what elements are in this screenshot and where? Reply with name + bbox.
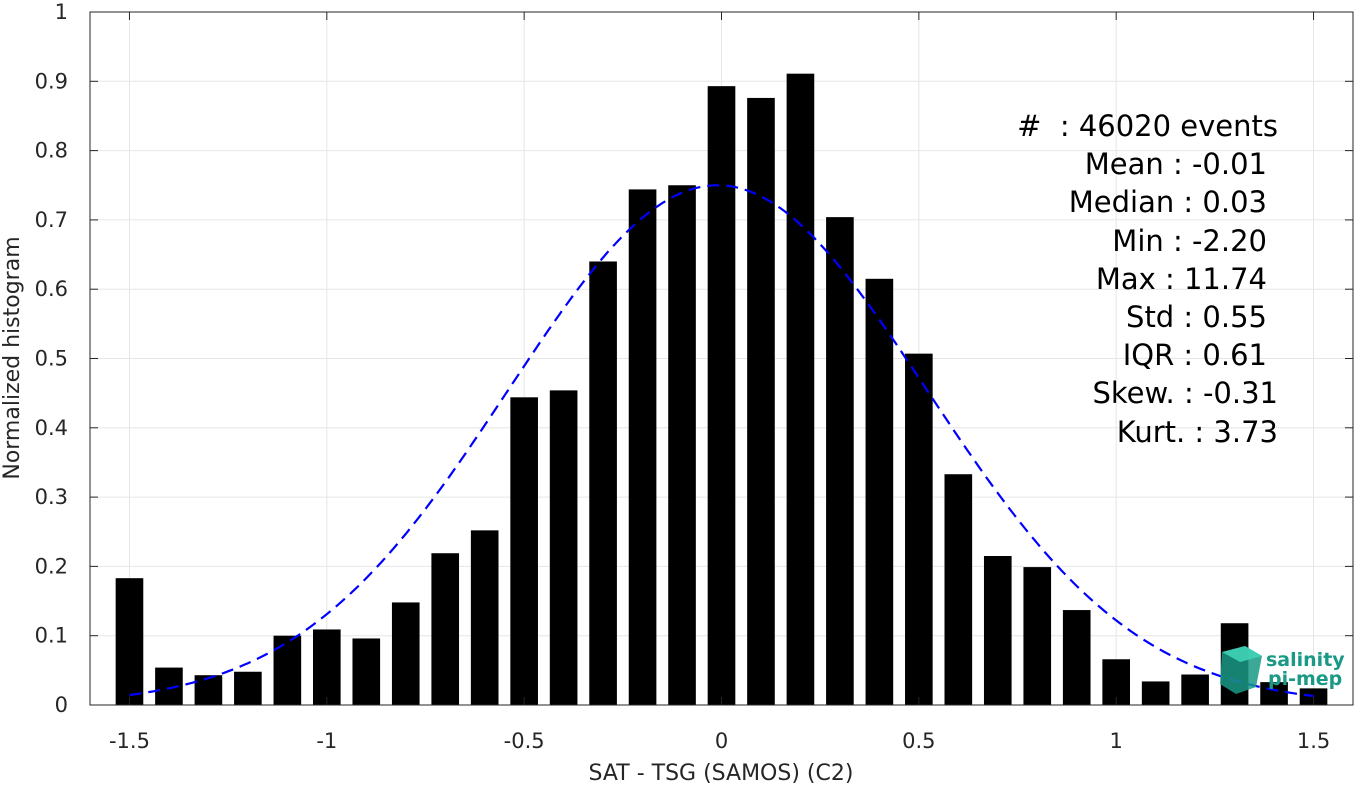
histogram-bar [1181, 674, 1209, 705]
y-tick-label: 0.1 [35, 624, 68, 648]
histogram-bar [983, 556, 1012, 705]
x-axis-title: SAT - TSG (SAMOS) (C2) [589, 761, 854, 785]
x-tick-label: 0.5 [902, 729, 935, 753]
histogram-bar [707, 86, 736, 705]
logo-line2: pi-mep [1268, 668, 1342, 690]
y-tick-label: 1 [55, 0, 68, 24]
stats-std: Std : 0.55 [1126, 300, 1267, 334]
histogram-bar [312, 629, 341, 705]
stats-iqr: IQR : 0.61 [1123, 338, 1267, 372]
logo-cube-face-icon [1222, 646, 1262, 662]
y-tick-label: 0.8 [35, 139, 68, 163]
stats-box: # : 46020 events Mean : -0.01 Median : 0… [1017, 109, 1278, 449]
normal-fit-curve [129, 184, 1314, 698]
histogram-bar [234, 671, 262, 705]
stats-kurt: Kurt. : 3.73 [1117, 415, 1278, 449]
salinity-pi-mep-logo: salinity pi-mep [1220, 646, 1345, 694]
stats-min: Min : -2.20 [1112, 224, 1267, 258]
y-tick-labels: 0 0.1 0.2 0.3 0.4 0.5 0.6 0.7 0.8 0.9 1 [35, 0, 68, 717]
histogram-bar [352, 638, 381, 705]
histogram-bar [1141, 681, 1170, 705]
histogram-bar [1299, 688, 1328, 705]
x-tick-label: -1.5 [109, 729, 150, 753]
stats-median: Median : 0.03 [1069, 185, 1267, 219]
histogram-bar [194, 675, 223, 705]
bar-series [115, 73, 1328, 706]
histogram-bar [786, 73, 815, 705]
histogram-bar [510, 397, 538, 705]
histogram-bar [391, 602, 420, 705]
x-tick-label: 1 [1110, 729, 1123, 753]
histogram-bar [1023, 567, 1052, 705]
y-tick-label: 0.2 [35, 554, 68, 578]
histogram-bar [549, 390, 578, 705]
y-tick-label: 0.4 [35, 416, 68, 440]
y-axis-title: Normalized histogram [0, 236, 25, 479]
stats-events: # : 46020 events [1017, 109, 1278, 143]
y-tick-label: 0.3 [35, 485, 68, 509]
histogram-bar [431, 553, 460, 705]
stats-mean: Mean : -0.01 [1085, 147, 1267, 181]
x-tick-label: -0.5 [504, 729, 545, 753]
x-tick-label: 0 [715, 729, 728, 753]
x-tick-label: 1.5 [1297, 729, 1330, 753]
y-tick-label: 0.5 [35, 347, 68, 371]
histogram-bar [944, 474, 973, 705]
histogram-bar [747, 97, 775, 705]
histogram-bar [1062, 610, 1091, 705]
histogram-bar [628, 189, 657, 705]
axis-ticks [90, 11, 1353, 706]
y-tick-label: 0.7 [35, 208, 68, 232]
x-tick-labels: -1.5 -1 -0.5 0 0.5 1 1.5 [109, 729, 1330, 753]
stats-skew: Skew. : -0.31 [1092, 376, 1278, 410]
logo-line1: salinity [1266, 649, 1345, 671]
histogram-bar [470, 530, 499, 705]
histogram-bar [905, 353, 933, 705]
y-tick-label: 0 [55, 693, 68, 717]
y-tick-label: 0.9 [35, 69, 68, 93]
histogram-bar [865, 278, 894, 705]
x-tick-label: -1 [316, 729, 337, 753]
histogram-bar [273, 635, 302, 705]
histogram-bar [826, 217, 854, 706]
histogram-bar [115, 578, 144, 705]
histogram-bar [589, 261, 617, 705]
stats-max: Max : 11.74 [1096, 262, 1267, 296]
histogram-bar [668, 185, 696, 705]
y-tick-label: 0.6 [35, 277, 68, 301]
